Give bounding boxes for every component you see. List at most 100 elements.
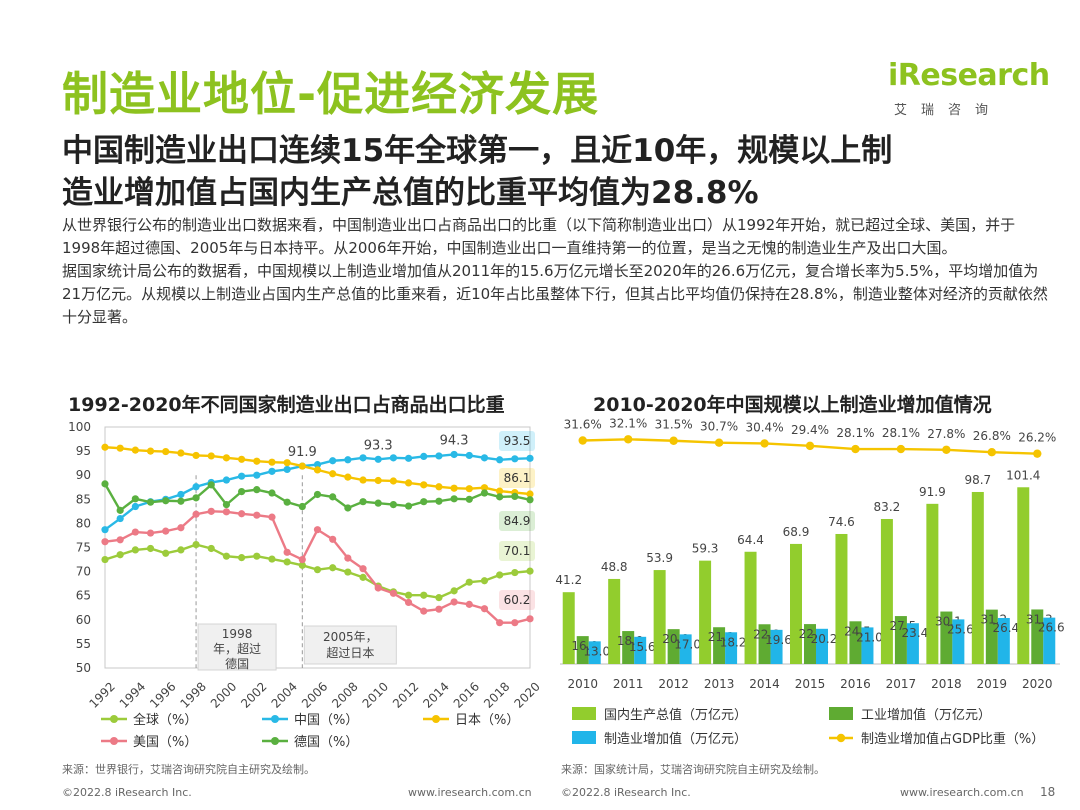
bar-value-label: 68.9 bbox=[783, 525, 810, 539]
line-point bbox=[480, 489, 489, 497]
legend-label: 日本（%） bbox=[455, 713, 519, 728]
page-number: 18 bbox=[1040, 785, 1056, 799]
y-tick-label: 75 bbox=[76, 541, 91, 555]
line-point bbox=[511, 568, 519, 577]
line-point bbox=[298, 555, 306, 564]
ratio-label: 31.5% bbox=[655, 418, 693, 432]
bar bbox=[861, 627, 874, 664]
bar-value-label: 64.4 bbox=[737, 533, 764, 547]
bar bbox=[804, 624, 816, 664]
x-category-label: 2013 bbox=[704, 677, 735, 691]
bar-value-label: 41.2 bbox=[555, 573, 582, 587]
bar-value-label: 25.6 bbox=[947, 622, 974, 636]
ratio-label: 30.7% bbox=[700, 420, 738, 434]
annotation-box bbox=[303, 625, 397, 665]
line-point bbox=[238, 455, 246, 463]
line-point bbox=[192, 451, 200, 460]
line-point bbox=[480, 484, 489, 492]
point-label: 91.9 bbox=[288, 445, 317, 460]
y-tick-label: 65 bbox=[76, 589, 91, 603]
line-point bbox=[526, 454, 534, 462]
headline: 中国制造业出口连续15年全球第一，且近10年，规模以上制 造业增加值占国内生产总… bbox=[62, 130, 1052, 214]
bar bbox=[952, 619, 965, 664]
line-point bbox=[389, 454, 397, 462]
x-category-label: 2020 bbox=[1022, 677, 1053, 691]
line-point bbox=[177, 497, 185, 505]
body-text: 从世界银行公布的制造业出口数据来看，中国制造业出口占商品出口的比重（以下简称制造… bbox=[62, 214, 1052, 329]
x-category-label: 2017 bbox=[886, 677, 917, 691]
bar bbox=[906, 623, 919, 664]
bar bbox=[1017, 487, 1030, 664]
bar-value-label: 18.2 bbox=[720, 635, 747, 649]
line-point bbox=[465, 495, 473, 503]
annotation-text: 1998 bbox=[222, 627, 253, 641]
line-point bbox=[329, 457, 337, 465]
line-point bbox=[480, 605, 489, 613]
bar-value-label: 23.4 bbox=[902, 626, 929, 640]
line-point bbox=[496, 493, 504, 501]
line-point bbox=[268, 513, 276, 521]
line-point bbox=[238, 487, 246, 496]
ratio-point bbox=[1033, 449, 1042, 458]
line-point bbox=[480, 454, 489, 462]
line-point bbox=[253, 552, 261, 560]
bar-value-label: 83.2 bbox=[874, 500, 901, 514]
line-point bbox=[146, 447, 155, 455]
line-point bbox=[146, 498, 155, 506]
bar bbox=[758, 624, 771, 664]
point-label: 93.3 bbox=[364, 438, 393, 453]
line-point bbox=[238, 472, 246, 480]
line-point bbox=[101, 526, 109, 534]
ratio-label: 30.4% bbox=[745, 420, 783, 434]
ratio-point bbox=[851, 444, 860, 454]
line-point bbox=[177, 546, 185, 554]
legend-label: 制造业增加值占GDP比重（%） bbox=[861, 731, 1044, 747]
line-point bbox=[389, 501, 397, 509]
bar-value-label: 98.7 bbox=[964, 473, 991, 487]
x-category-label: 2011 bbox=[613, 677, 644, 691]
ratio-point bbox=[669, 436, 678, 445]
legend-marker bbox=[271, 737, 279, 745]
ratio-point bbox=[623, 435, 633, 444]
end-label: 86.1 bbox=[504, 471, 531, 485]
bar-value-label: 53.9 bbox=[646, 551, 673, 565]
bar-value-label: 17.0 bbox=[674, 637, 701, 651]
line-point bbox=[313, 566, 322, 574]
x-category-label: 2019 bbox=[977, 677, 1008, 691]
y-tick-label: 85 bbox=[76, 492, 91, 506]
line-point bbox=[344, 504, 352, 512]
line-point bbox=[435, 605, 443, 613]
end-label-bg bbox=[499, 431, 535, 451]
line-point bbox=[420, 481, 428, 489]
ratio-point bbox=[896, 444, 906, 454]
ratio-point bbox=[714, 438, 724, 447]
line-point bbox=[344, 554, 352, 562]
ratio-point bbox=[942, 445, 951, 454]
end-label: 60.2 bbox=[504, 593, 531, 607]
line-point bbox=[131, 446, 139, 454]
line-point bbox=[420, 591, 428, 599]
line-point bbox=[162, 497, 170, 505]
line-point bbox=[162, 549, 170, 557]
line-point bbox=[313, 466, 322, 474]
bar bbox=[894, 616, 907, 664]
iresearch-logo: iResearch 艾瑞咨询 bbox=[888, 58, 1050, 120]
line-point bbox=[496, 456, 504, 464]
ratio-label: 31.6% bbox=[564, 417, 602, 431]
line-point bbox=[359, 476, 367, 484]
line-point bbox=[435, 452, 443, 460]
line-point bbox=[465, 600, 473, 608]
line-point bbox=[101, 538, 109, 546]
line-point bbox=[344, 456, 352, 464]
ratio-point bbox=[578, 436, 587, 445]
legend-marker bbox=[110, 737, 118, 745]
annotation-box bbox=[197, 623, 277, 671]
bar-value-label: 26.6 bbox=[1038, 621, 1065, 635]
line-point bbox=[146, 544, 155, 553]
right-source-note: 来源：国家统计局，艾瑞咨询研究院自主研究及绘制。 bbox=[561, 763, 825, 776]
left-chart-title: 1992-2020年不同国家制造业出口占商品出口比重 bbox=[68, 394, 505, 416]
line-point bbox=[283, 465, 291, 474]
line-point bbox=[268, 555, 276, 563]
bar bbox=[622, 631, 635, 664]
